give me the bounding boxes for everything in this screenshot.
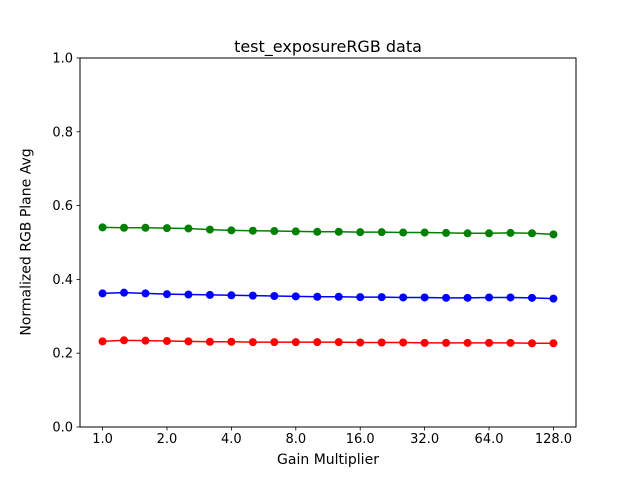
x-tick-label: 16.0	[346, 432, 375, 447]
data-point-blue	[527, 293, 536, 302]
data-point-blue	[227, 291, 236, 300]
data-point-blue	[98, 289, 107, 298]
data-point-green	[98, 223, 107, 232]
x-tick-label: 128.0	[535, 432, 572, 447]
x-axis-label: Gain Multiplier	[277, 452, 379, 468]
data-point-red	[227, 337, 236, 346]
data-point-red	[442, 338, 451, 347]
data-point-red	[141, 336, 150, 345]
data-point-red	[120, 336, 129, 345]
data-point-blue	[463, 293, 472, 302]
y-tick-label: 0.2	[52, 347, 73, 362]
data-point-red	[162, 337, 171, 346]
data-point-green	[334, 227, 343, 236]
data-point-blue	[399, 293, 408, 302]
data-point-red	[184, 337, 193, 346]
series-line-green	[102, 226, 554, 236]
data-point-red	[205, 337, 214, 346]
x-tick-label: 8.0	[285, 432, 306, 447]
y-tick-label: 0.0	[52, 421, 73, 436]
x-tick-label: 4.0	[221, 432, 242, 447]
data-point-green	[506, 228, 515, 237]
data-point-green	[270, 227, 279, 236]
data-point-blue	[334, 292, 343, 301]
data-point-green	[356, 228, 365, 237]
data-point-red	[506, 338, 515, 347]
data-point-green	[399, 228, 408, 237]
data-point-red	[334, 338, 343, 347]
data-point-blue	[549, 294, 558, 303]
data-point-blue	[356, 293, 365, 302]
data-point-red	[356, 338, 365, 347]
series-blue	[98, 288, 558, 303]
series-red	[98, 336, 558, 348]
y-tick-label: 1.0	[52, 52, 73, 67]
data-point-blue	[313, 292, 322, 301]
data-point-red	[270, 338, 279, 347]
data-point-blue	[485, 293, 494, 302]
x-tick-label: 64.0	[475, 432, 504, 447]
data-point-red	[98, 337, 107, 346]
data-point-red	[527, 339, 536, 348]
chart-title: test_exposureRGB data	[234, 37, 422, 56]
data-point-green	[442, 228, 451, 237]
data-point-blue	[377, 293, 386, 302]
data-point-blue	[420, 293, 429, 302]
data-point-green	[527, 229, 536, 238]
data-point-green	[313, 227, 322, 236]
data-point-green	[549, 230, 558, 239]
x-tick-label: 1.0	[92, 432, 113, 447]
data-point-green	[485, 229, 494, 238]
x-tick-label: 2.0	[157, 432, 178, 447]
data-point-green	[120, 223, 129, 232]
y-tick-label: 0.4	[52, 273, 73, 288]
data-point-green	[248, 226, 257, 235]
data-point-green	[184, 224, 193, 233]
data-point-blue	[141, 289, 150, 298]
data-point-red	[463, 338, 472, 347]
data-point-blue	[270, 292, 279, 300]
x-axis-ticks: 1.0 2.0 4.0 8.0 16.0 32.0 64.0 128.0	[92, 427, 572, 447]
data-point-green	[291, 227, 300, 236]
series-line-blue	[102, 291, 554, 300]
data-point-green	[141, 223, 150, 232]
data-point-green	[463, 229, 472, 238]
data-point-blue	[205, 290, 214, 299]
data-point-blue	[184, 290, 193, 299]
data-point-red	[291, 338, 300, 347]
data-point-green	[162, 224, 171, 233]
data-point-red	[549, 339, 558, 348]
y-tick-label: 0.8	[52, 125, 73, 140]
data-point-red	[248, 338, 257, 347]
data-point-blue	[162, 290, 171, 299]
axes-box	[79, 57, 577, 428]
data-point-green	[205, 225, 214, 234]
data-point-green	[377, 228, 386, 237]
data-point-blue	[291, 292, 300, 301]
data-point-blue	[248, 291, 257, 300]
data-point-blue	[442, 293, 451, 302]
data-point-red	[313, 338, 322, 347]
series-green	[98, 223, 558, 239]
data-point-blue	[120, 288, 129, 297]
data-point-red	[420, 338, 429, 347]
y-tick-label: 0.6	[52, 199, 73, 214]
data-point-red	[485, 338, 494, 347]
data-point-green	[227, 226, 236, 235]
data-point-blue	[506, 293, 515, 302]
data-point-green	[420, 228, 429, 237]
data-point-red	[377, 338, 386, 347]
y-axis-ticks: 0.0 0.2 0.4 0.6 0.8 1.0	[52, 52, 80, 436]
series-line-red	[102, 339, 554, 344]
y-axis-label: Normalized RGB Plane Avg	[18, 148, 35, 336]
x-tick-label: 32.0	[410, 432, 439, 447]
data-point-red	[399, 338, 408, 347]
